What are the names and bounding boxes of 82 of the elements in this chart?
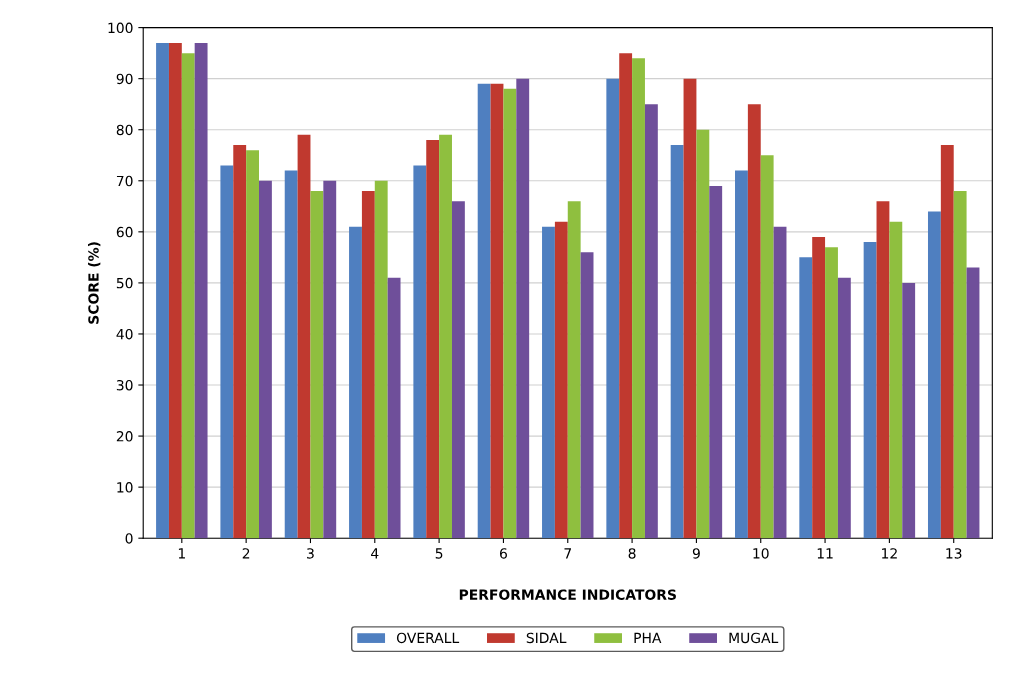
bar — [606, 78, 620, 539]
y-tick-label: 30 — [116, 379, 133, 391]
bar — [644, 104, 658, 539]
y-axis-title: SCORE (%) — [88, 242, 101, 324]
bar — [374, 180, 388, 539]
bar — [683, 78, 697, 539]
bar — [567, 201, 581, 539]
bar — [863, 242, 877, 539]
y-tick-label: 50 — [116, 277, 133, 289]
legend-label: OVERALL — [396, 632, 460, 644]
y-tick-label: 0 — [125, 533, 133, 544]
bar — [670, 145, 684, 539]
bar — [825, 247, 838, 539]
y-tick-label: 80 — [116, 124, 133, 136]
bar — [542, 226, 555, 539]
x-tick-label: 2 — [242, 548, 250, 559]
y-tick-label: 90 — [116, 73, 133, 85]
bar — [709, 185, 723, 539]
x-tick-label: 10 — [753, 548, 769, 559]
x-axis-title: PERFORMANCE INDICATORS — [459, 589, 676, 600]
bar — [747, 104, 761, 539]
bar — [876, 201, 890, 539]
bar — [902, 282, 916, 539]
bar — [451, 201, 465, 539]
bar — [799, 257, 813, 539]
bar — [284, 170, 298, 539]
legend-label: PHA — [634, 632, 662, 643]
bar — [812, 236, 826, 539]
x-tick-label: 7 — [564, 548, 571, 559]
bar — [310, 190, 324, 539]
bar — [889, 221, 903, 539]
y-tick-label: 100 — [108, 22, 133, 34]
y-tick-label: 20 — [116, 431, 133, 442]
x-tick-label: 12 — [882, 548, 897, 559]
bar — [246, 150, 260, 539]
x-tick-label: 3 — [307, 548, 314, 559]
bar — [220, 165, 234, 539]
x-tick-label: 8 — [628, 548, 636, 559]
bar — [181, 53, 195, 539]
bar — [361, 190, 375, 539]
bar — [439, 134, 452, 539]
bar — [837, 277, 851, 539]
bar — [696, 129, 710, 539]
y-tick-label: 40 — [116, 328, 133, 340]
bar — [953, 190, 967, 539]
bar — [233, 145, 247, 539]
x-tick-label: 4 — [371, 548, 379, 559]
bar — [194, 42, 208, 539]
x-tick-label: 1 — [178, 548, 185, 559]
bar — [760, 155, 774, 539]
bar — [323, 180, 337, 539]
bar — [554, 221, 568, 539]
bar — [477, 83, 491, 539]
y-tick-label: 10 — [117, 482, 133, 493]
bar — [156, 42, 169, 539]
y-tick-label: 70 — [116, 175, 133, 187]
x-tick-label: 13 — [946, 548, 962, 559]
x-tick-label: 11 — [817, 548, 833, 559]
bar — [426, 139, 440, 539]
bar — [259, 180, 272, 539]
bar — [966, 267, 980, 539]
bar — [927, 211, 941, 539]
bar — [516, 78, 530, 539]
bar — [619, 53, 633, 539]
bar — [580, 252, 594, 539]
bar — [735, 170, 748, 539]
bar — [503, 88, 517, 539]
x-tick-label: 5 — [435, 548, 443, 559]
bar — [940, 145, 954, 539]
y-tick-label: 60 — [116, 226, 133, 238]
x-tick-label: 6 — [499, 548, 507, 559]
bar — [168, 42, 182, 539]
x-tick-label: 9 — [692, 548, 700, 559]
bar — [773, 226, 787, 539]
legend-label: MUGAL — [729, 632, 779, 644]
bar — [387, 277, 401, 539]
legend-label: SIDAL — [526, 632, 567, 644]
bar — [413, 165, 427, 539]
bar — [297, 134, 311, 539]
bar — [490, 83, 504, 539]
bar — [632, 58, 645, 539]
bar — [349, 226, 362, 539]
